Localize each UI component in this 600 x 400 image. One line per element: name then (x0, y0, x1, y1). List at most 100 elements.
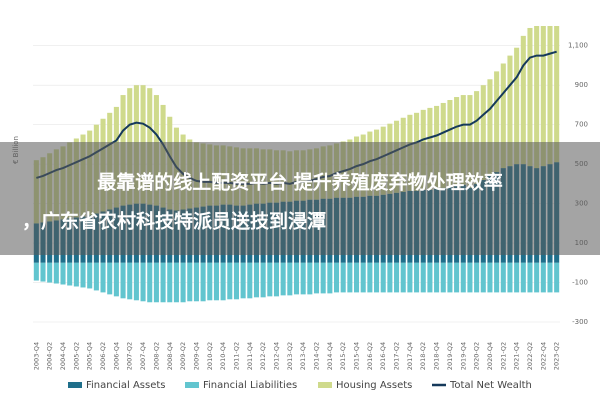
x-tick-label: 2013-Q4 (299, 342, 307, 370)
bar (267, 262, 273, 297)
bar (260, 262, 266, 298)
bar (454, 262, 460, 293)
bar (100, 262, 106, 293)
bar (140, 262, 146, 302)
legend-label: Financial Liabilities (203, 380, 297, 391)
bar (440, 262, 446, 293)
bar (554, 262, 560, 293)
bar (133, 262, 139, 301)
x-tick-label: 2003-Q4 (32, 342, 40, 370)
bar (547, 26, 553, 165)
bar (554, 26, 560, 163)
bar (507, 262, 513, 293)
x-tick-label: 2018-Q4 (433, 342, 441, 370)
bar (500, 262, 506, 293)
y-tick-label: 1,100 (568, 42, 588, 50)
x-tick-label: 2007-Q4 (139, 342, 147, 370)
x-tick-label: 2013-Q2 (286, 342, 294, 370)
x-tick-label: 2022-Q4 (539, 342, 547, 370)
bar (414, 262, 420, 293)
x-tick-label: 2012-Q2 (259, 342, 267, 370)
bar (53, 262, 59, 284)
bar (333, 262, 340, 293)
bar (480, 262, 486, 293)
bar (173, 262, 179, 303)
x-tick-label: 2019-Q4 (459, 342, 467, 370)
legend-swatch (68, 382, 82, 388)
y-tick-label: 900 (575, 81, 588, 89)
bar (467, 95, 473, 188)
x-tick-label: 2019-Q2 (446, 342, 454, 370)
bar (287, 262, 293, 296)
bar (447, 262, 453, 293)
x-tick-label: 2017-Q4 (406, 342, 414, 370)
bar (534, 26, 540, 169)
x-tick-label: 2007-Q2 (126, 342, 134, 370)
bar (540, 262, 546, 293)
bar (427, 262, 433, 293)
bar (160, 262, 166, 303)
bar (127, 262, 133, 300)
bar (514, 262, 520, 293)
x-tick-label: 2004-Q2 (46, 342, 54, 370)
bar (527, 262, 533, 293)
bar (407, 262, 413, 293)
bar (227, 262, 233, 300)
x-tick-label: 2014-Q4 (326, 342, 334, 370)
bar (494, 71, 500, 173)
bar (460, 95, 466, 185)
x-tick-label: 2014-Q2 (313, 342, 321, 370)
bar (374, 262, 380, 293)
bar (474, 262, 480, 293)
bar (240, 262, 246, 299)
x-tick-label: 2006-Q4 (112, 342, 120, 370)
bar (387, 262, 393, 293)
legend-label: Financial Assets (86, 380, 166, 391)
x-tick-label: 2009-Q2 (179, 342, 187, 370)
bar (520, 35, 526, 165)
x-tick-label: 2021-Q2 (499, 342, 507, 370)
bar (474, 91, 480, 184)
bar (300, 262, 306, 295)
x-tick-label: 2023-Q2 (553, 342, 561, 370)
bar (354, 262, 360, 293)
bar (380, 262, 386, 293)
x-tick-label: 2015-Q2 (339, 342, 347, 370)
x-tick-label: 2021-Q4 (513, 342, 521, 370)
bar (360, 262, 366, 293)
y-tick-label: -300 (572, 318, 588, 326)
bar (420, 262, 426, 293)
bar (460, 262, 466, 293)
bar (213, 262, 219, 301)
bar (547, 262, 553, 293)
bar (233, 262, 239, 300)
legend-swatch (185, 382, 199, 388)
x-tick-label: 2008-Q2 (152, 342, 160, 370)
bar (327, 262, 333, 294)
bar (313, 262, 320, 294)
x-tick-label: 2020-Q2 (473, 342, 481, 370)
legend-label: Total Net Wealth (449, 380, 532, 391)
bar (367, 262, 373, 293)
x-tick-label: 2010-Q4 (219, 342, 227, 370)
x-tick-label: 2016-Q4 (379, 342, 387, 370)
bar (193, 262, 199, 302)
x-tick-label: 2022-Q2 (526, 342, 534, 370)
bar (247, 262, 253, 299)
bar (67, 262, 73, 286)
x-tick-label: 2012-Q4 (272, 342, 280, 370)
bar (113, 262, 119, 297)
banner (0, 142, 600, 255)
bar (40, 262, 46, 282)
bar (307, 262, 313, 295)
bar (487, 79, 493, 176)
x-tick-label: 2008-Q4 (166, 342, 174, 370)
x-tick-label: 2016-Q2 (366, 342, 374, 370)
x-tick-label: 2010-Q2 (206, 342, 214, 370)
y-tick-label: 700 (575, 121, 588, 129)
x-tick-label: 2015-Q4 (353, 342, 361, 370)
bar (253, 262, 260, 298)
bar (167, 262, 173, 303)
x-tick-label: 2005-Q4 (86, 342, 94, 370)
